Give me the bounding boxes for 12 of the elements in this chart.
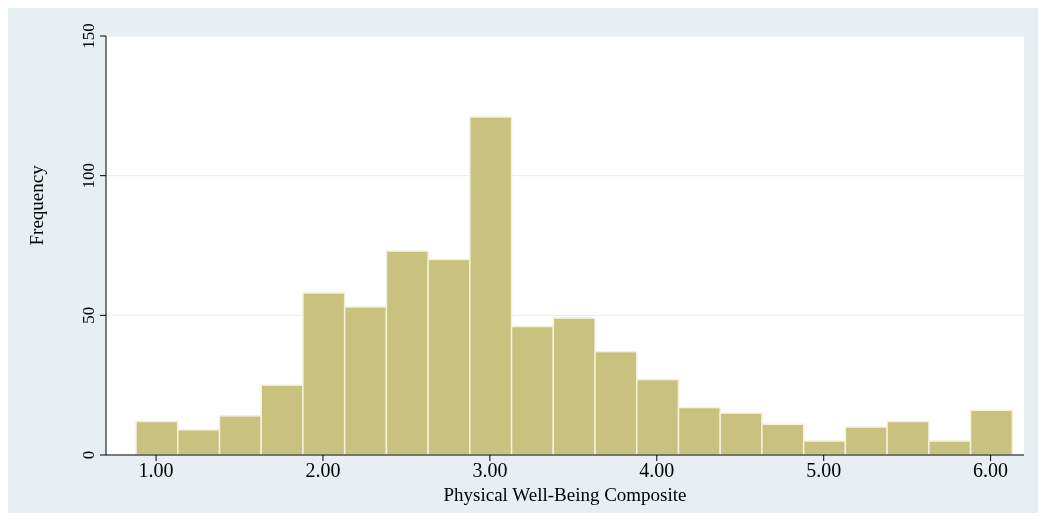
x-tick-label: 1.00	[138, 459, 174, 482]
y-axis-title: Frequency	[25, 164, 47, 246]
x-tick-label: 3.00	[472, 459, 508, 482]
y-tick-label: 150	[79, 23, 98, 49]
x-tick-label: 5.00	[806, 459, 842, 482]
y-tick-label: 100	[79, 162, 98, 189]
x-tick-label: 6.00	[973, 459, 1009, 482]
y-tick-label: 50	[79, 306, 98, 324]
y-tick-label: 0	[79, 450, 98, 460]
x-tick-label: 2.00	[305, 459, 341, 482]
x-axis-title: Physical Well-Being Composite	[443, 484, 687, 505]
x-tick-label: 4.00	[639, 459, 675, 482]
